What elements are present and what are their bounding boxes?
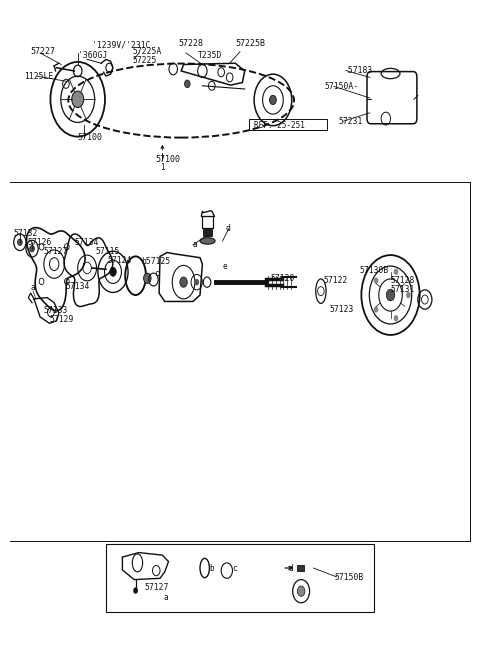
Text: -57183: -57183	[344, 66, 373, 76]
Bar	[250, 119, 327, 130]
Text: 57227: 57227	[31, 47, 56, 56]
Text: '1239V/'231C: '1239V/'231C	[92, 41, 150, 50]
Circle shape	[298, 586, 305, 597]
Text: '360GJ: '360GJ	[78, 51, 107, 60]
Bar	[298, 565, 304, 571]
Text: 57134: 57134	[66, 281, 90, 290]
Text: 57133: 57133	[43, 306, 68, 315]
Text: 57123: 57123	[329, 305, 354, 313]
Circle shape	[394, 269, 398, 275]
Text: 57225A: 57225A	[133, 47, 162, 56]
Bar	[106, 544, 374, 612]
Circle shape	[72, 91, 84, 108]
Text: c: c	[155, 269, 159, 278]
Text: T235D: T235D	[198, 51, 222, 60]
Text: e: e	[222, 262, 227, 271]
Text: 1125LE: 1125LE	[24, 72, 53, 81]
Text: 57126: 57126	[27, 238, 52, 247]
Text: d: d	[289, 564, 294, 572]
Text: 57150A-: 57150A-	[324, 82, 359, 91]
Text: 1: 1	[160, 163, 165, 172]
Text: 57134: 57134	[74, 238, 99, 247]
Circle shape	[270, 95, 276, 104]
Circle shape	[194, 279, 199, 285]
Circle shape	[133, 587, 138, 594]
Circle shape	[184, 80, 190, 87]
Text: a: a	[192, 240, 197, 249]
Text: 57130B: 57130B	[360, 266, 389, 275]
Text: 57129: 57129	[50, 315, 74, 324]
Text: 57115: 57115	[96, 247, 120, 256]
Text: 57100: 57100	[78, 133, 103, 142]
Circle shape	[30, 246, 35, 252]
Circle shape	[394, 315, 398, 321]
Circle shape	[386, 289, 395, 301]
Text: 57127: 57127	[43, 247, 68, 256]
Text: 57225B: 57225B	[235, 39, 265, 49]
Circle shape	[374, 277, 378, 284]
Text: b57125: b57125	[141, 257, 170, 266]
Text: 57225: 57225	[133, 56, 157, 65]
Bar	[203, 229, 212, 237]
Text: b: b	[209, 564, 214, 572]
Text: 57122: 57122	[324, 277, 348, 285]
Text: 57127: 57127	[145, 583, 169, 592]
Circle shape	[406, 292, 411, 298]
Circle shape	[144, 273, 151, 283]
Ellipse shape	[200, 238, 215, 244]
Circle shape	[374, 306, 378, 313]
Text: 57228: 57228	[179, 39, 204, 49]
Text: 57150B: 57150B	[334, 572, 363, 581]
Text: a: a	[164, 593, 168, 602]
Text: a: a	[31, 283, 36, 292]
Circle shape	[17, 239, 22, 246]
Text: c: c	[232, 564, 237, 572]
Text: 57100: 57100	[156, 155, 180, 164]
Text: 57124: 57124	[108, 256, 132, 265]
Text: 57120: 57120	[270, 274, 295, 283]
Text: 57132: 57132	[13, 229, 37, 238]
Bar	[203, 216, 213, 228]
Text: 57128: 57128	[391, 277, 415, 285]
Text: 57231: 57231	[339, 117, 363, 125]
Text: d: d	[226, 224, 231, 233]
Circle shape	[110, 267, 116, 277]
Circle shape	[180, 277, 187, 287]
Text: 57131: 57131	[391, 285, 415, 294]
Text: REF. 25-251: REF. 25-251	[254, 121, 305, 130]
